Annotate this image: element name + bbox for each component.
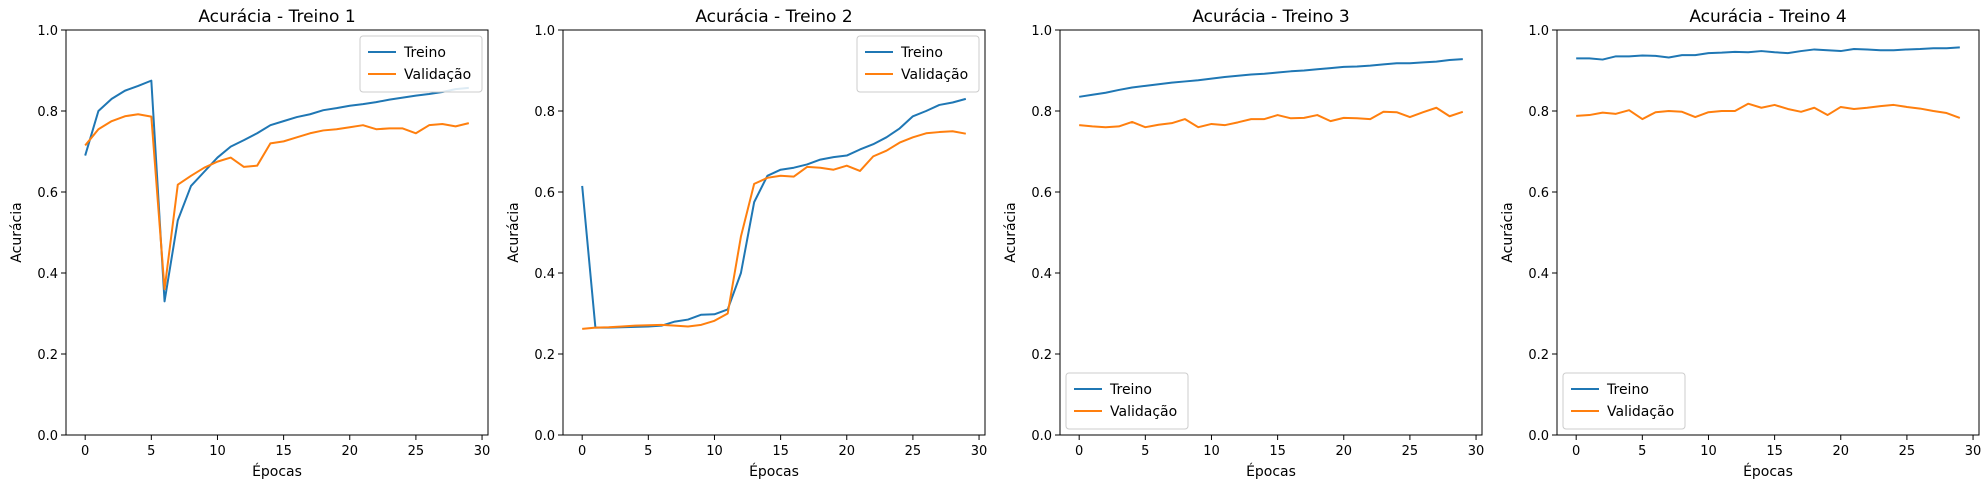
legend: Treino Validação	[856, 35, 980, 93]
legend-label: Treino	[1109, 382, 1152, 398]
legend: Treino Validação	[1562, 372, 1686, 430]
x-tick-label: 30	[1965, 444, 1982, 459]
x-tick-label: 30	[1468, 444, 1485, 459]
y-tick-label: 0.2	[37, 348, 58, 363]
y-tick-label: 0.6	[37, 186, 58, 201]
x-tick-label: 25	[905, 444, 922, 459]
x-tick-label: 0	[1572, 444, 1580, 459]
y-tick-label: 0.8	[534, 105, 555, 120]
x-tick-label: 20	[341, 444, 358, 459]
x-tick-label: 5	[147, 444, 155, 459]
legend-label: Validação	[1110, 404, 1177, 420]
y-axis-label: Acurácia	[506, 202, 522, 262]
chart-title: Acurácia - Treino 3	[1192, 7, 1349, 27]
chart-panel-4: Acurácia - Treino 4 0 5 10 15 20 25 30 0.0 0.2 0.4…	[1500, 7, 1981, 480]
y-tick-label: 0.6	[1528, 186, 1549, 201]
axes-frame	[65, 29, 489, 436]
y-tick-label: 1.0	[534, 24, 555, 39]
series-line-treino	[84, 79, 469, 303]
series-line-validação	[1079, 106, 1464, 129]
legend-label: Treino	[403, 45, 446, 61]
y-tick-label: 0.4	[1528, 267, 1549, 282]
y-tick-label: 1.0	[1528, 24, 1549, 39]
x-tick-label: 25	[1402, 444, 1419, 459]
series-line-treino	[581, 97, 967, 329]
series-line-treino	[1079, 58, 1463, 98]
y-tick-label: 0.4	[37, 267, 58, 282]
y-tick-label: 0.8	[1031, 105, 1052, 120]
y-axis-label: Acurácia	[1500, 202, 1516, 262]
legend-label: Validação	[901, 67, 968, 83]
y-tick-label: 0.4	[1031, 267, 1052, 282]
chart-title: Acurácia - Treino 1	[198, 7, 355, 27]
legend-box	[1065, 372, 1189, 430]
y-axis-label: Acurácia	[9, 202, 25, 262]
x-tick-label: 0	[1075, 444, 1083, 459]
x-tick-label: 5	[644, 444, 652, 459]
x-tick-label: 25	[408, 444, 425, 459]
axes-frame	[1556, 29, 1980, 436]
chart-panel-3: Acurácia - Treino 3 0 5 10 15 20 25 30 0.0 0.2 0.4…	[1003, 7, 1484, 480]
x-tick-label: 20	[1335, 444, 1352, 459]
x-axis-label: Épocas	[1246, 463, 1296, 480]
chart-title: Acurácia - Treino 4	[1689, 7, 1846, 27]
y-tick-label: 0.2	[1031, 348, 1052, 363]
legend-box	[1562, 372, 1686, 430]
legend-label: Validação	[404, 67, 471, 83]
y-tick-label: 0.6	[1031, 186, 1052, 201]
y-tick-label: 0.6	[534, 186, 555, 201]
x-tick-label: 5	[1638, 444, 1646, 459]
x-axis-label: Épocas	[1743, 463, 1793, 480]
chart-panel-2: Acurácia - Treino 2 0 5 10 15 20 25 30 0.0 0.2 0.4…	[506, 7, 987, 480]
x-tick-label: 10	[1700, 444, 1717, 459]
y-tick-label: 0.4	[534, 267, 555, 282]
y-tick-label: 0.0	[37, 429, 58, 444]
y-tick-label: 0.2	[534, 348, 555, 363]
y-tick-label: 1.0	[1031, 24, 1052, 39]
x-tick-label: 15	[275, 444, 292, 459]
legend: Treino Validação	[359, 35, 483, 93]
x-tick-label: 0	[578, 444, 586, 459]
x-tick-label: 15	[1269, 444, 1286, 459]
y-tick-label: 0.0	[1031, 429, 1052, 444]
x-tick-label: 20	[1832, 444, 1849, 459]
series-line-validação	[1576, 102, 1961, 121]
legend-label: Treino	[1606, 382, 1649, 398]
legend-box	[856, 35, 980, 93]
x-tick-label: 30	[971, 444, 988, 459]
series-line-validação	[84, 113, 470, 291]
y-tick-label: 0.2	[1528, 348, 1549, 363]
legend-label: Treino	[900, 45, 943, 61]
x-tick-label: 10	[1203, 444, 1220, 459]
x-tick-label: 15	[1766, 444, 1783, 459]
x-tick-label: 0	[81, 444, 89, 459]
x-tick-label: 30	[474, 444, 491, 459]
y-tick-label: 0.8	[1528, 105, 1549, 120]
x-axis-label: Épocas	[252, 463, 302, 480]
legend: Treino Validação	[1065, 372, 1189, 430]
chart-panel-1: Acurácia - Treino 1 0 5 10 15 20 25 30 0.0 0.2 0.4…	[9, 7, 490, 480]
y-tick-label: 0.0	[534, 429, 555, 444]
axes-frame	[1059, 29, 1483, 436]
series-line-validação	[582, 130, 967, 330]
x-tick-label: 5	[1141, 444, 1149, 459]
series-line-treino	[1576, 46, 1960, 61]
x-tick-label: 10	[706, 444, 723, 459]
axes-frame	[562, 29, 986, 436]
y-axis-label: Acurácia	[1003, 202, 1019, 262]
y-tick-label: 0.0	[1528, 429, 1549, 444]
y-tick-label: 1.0	[37, 24, 58, 39]
x-tick-label: 20	[838, 444, 855, 459]
x-tick-label: 15	[772, 444, 789, 459]
legend-box	[359, 35, 483, 93]
x-tick-label: 25	[1899, 444, 1916, 459]
x-axis-label: Épocas	[749, 463, 799, 480]
y-tick-label: 0.8	[37, 105, 58, 120]
x-tick-label: 10	[209, 444, 226, 459]
legend-label: Validação	[1607, 404, 1674, 420]
chart-title: Acurácia - Treino 2	[695, 7, 852, 27]
